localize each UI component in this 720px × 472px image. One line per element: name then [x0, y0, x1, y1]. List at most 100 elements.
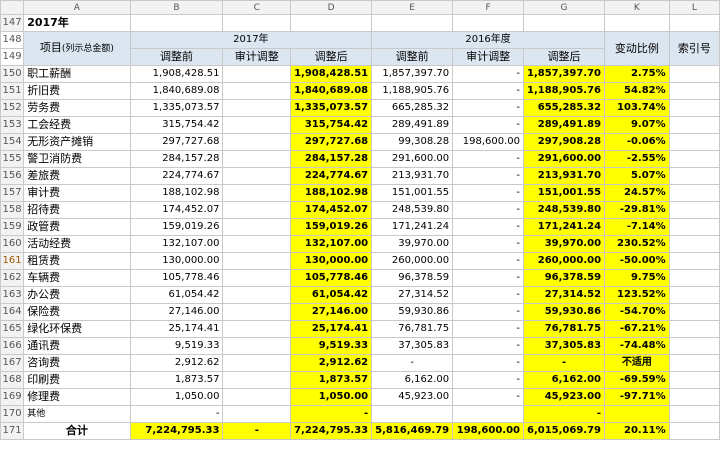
item-name-cell[interactable]: 审计费 — [23, 184, 131, 202]
value-cell[interactable]: - — [452, 184, 524, 202]
value-cell[interactable]: 123.52% — [604, 286, 670, 304]
value-cell[interactable]: 1,188,905.76 — [522, 82, 606, 100]
index-cell[interactable] — [668, 65, 720, 83]
value-cell[interactable]: 27,314.52 — [522, 286, 606, 304]
value-cell[interactable]: 37,305.83 — [371, 337, 454, 355]
value-cell[interactable]: - — [452, 286, 524, 304]
index-cell[interactable] — [668, 286, 720, 304]
value-cell[interactable]: 45,923.00 — [522, 388, 606, 406]
row-number[interactable]: 147 — [0, 14, 25, 32]
index-cell[interactable] — [668, 388, 720, 406]
index-cell[interactable] — [668, 133, 720, 151]
value-cell[interactable]: 1,050.00 — [129, 388, 224, 406]
value-cell[interactable]: 1,873.57 — [129, 371, 224, 389]
total-cell[interactable]: 7,224,795.33 — [290, 422, 373, 440]
value-cell[interactable] — [222, 252, 292, 270]
sheet-title-cell[interactable]: 2017年 — [23, 14, 131, 32]
index-cell[interactable] — [668, 116, 720, 134]
value-cell[interactable]: 289,491.89 — [371, 116, 454, 134]
value-cell[interactable]: 5.07% — [604, 167, 670, 185]
value-cell[interactable] — [222, 184, 292, 202]
value-cell[interactable]: - — [452, 201, 524, 219]
value-cell[interactable]: 174,452.07 — [290, 201, 373, 219]
value-cell[interactable]: 297,727.68 — [290, 133, 373, 151]
row-number[interactable]: 150 — [0, 65, 25, 83]
value-cell[interactable]: 105,778.46 — [129, 269, 224, 287]
index-cell[interactable] — [668, 303, 720, 321]
row-number[interactable]: 157 — [0, 184, 25, 202]
change-ratio-header[interactable]: 变动比例 — [604, 31, 670, 66]
value-cell[interactable]: - — [452, 65, 524, 83]
total-cell[interactable]: 7,224,795.33 — [129, 422, 224, 440]
column-header-a[interactable]: A — [23, 0, 131, 15]
value-cell[interactable] — [222, 99, 292, 117]
item-name-cell[interactable]: 活动经费 — [23, 235, 131, 253]
value-cell[interactable]: 59,930.86 — [522, 303, 606, 321]
value-cell[interactable] — [222, 235, 292, 253]
value-cell[interactable]: - — [290, 405, 373, 423]
value-cell[interactable]: 27,314.52 — [371, 286, 454, 304]
item-name-cell[interactable]: 警卫消防费 — [23, 150, 131, 168]
row-number[interactable]: 167 — [0, 354, 25, 372]
item-name-cell[interactable]: 其他 — [23, 405, 131, 423]
row-number[interactable]: 156 — [0, 167, 25, 185]
value-cell[interactable]: 103.74% — [604, 99, 670, 117]
value-cell[interactable]: 1,335,073.57 — [290, 99, 373, 117]
value-cell[interactable] — [222, 65, 292, 83]
row-number[interactable]: 155 — [0, 150, 25, 168]
row-number[interactable]: 153 — [0, 116, 25, 134]
group-2016-header[interactable]: 2016年度 — [371, 31, 606, 49]
value-cell[interactable]: - — [452, 99, 524, 117]
value-cell[interactable]: - — [452, 371, 524, 389]
value-cell[interactable]: - — [522, 354, 606, 372]
item-name-cell[interactable]: 绿化环保费 — [23, 320, 131, 338]
value-cell[interactable]: 260,000.00 — [371, 252, 454, 270]
value-cell[interactable]: 188,102.98 — [290, 184, 373, 202]
value-cell[interactable]: 151,001.55 — [371, 184, 454, 202]
item-header-cell[interactable]: 项目(列示总金额) — [23, 31, 131, 66]
column-header-f[interactable]: F — [452, 0, 524, 15]
sub-header-cell[interactable]: 审计调整 — [452, 48, 524, 66]
value-cell[interactable]: 289,491.89 — [522, 116, 606, 134]
item-name-cell[interactable]: 招待费 — [23, 201, 131, 219]
value-cell[interactable]: 291,600.00 — [522, 150, 606, 168]
group-2017-header[interactable]: 2017年 — [129, 31, 373, 49]
value-cell[interactable]: 76,781.75 — [522, 320, 606, 338]
value-cell[interactable]: 1,335,073.57 — [129, 99, 224, 117]
index-no-header[interactable]: 索引号 — [668, 31, 720, 66]
value-cell[interactable] — [222, 116, 292, 134]
value-cell[interactable]: 25,174.41 — [290, 320, 373, 338]
sub-header-cell[interactable]: 调整后 — [522, 48, 606, 66]
value-cell[interactable]: 132,107.00 — [129, 235, 224, 253]
value-cell[interactable]: - — [452, 388, 524, 406]
value-cell[interactable] — [371, 405, 454, 423]
value-cell[interactable] — [222, 405, 292, 423]
total-cell[interactable]: 198,600.00 — [452, 422, 524, 440]
index-cell[interactable] — [668, 82, 720, 100]
value-cell[interactable] — [222, 133, 292, 151]
value-cell[interactable]: - — [129, 405, 224, 423]
cell[interactable] — [371, 14, 454, 32]
item-name-cell[interactable]: 通讯费 — [23, 337, 131, 355]
value-cell[interactable] — [222, 82, 292, 100]
item-name-cell[interactable]: 政管费 — [23, 218, 131, 236]
row-number[interactable]: 163 — [0, 286, 25, 304]
value-cell[interactable]: 130,000.00 — [129, 252, 224, 270]
value-cell[interactable]: 297,727.68 — [129, 133, 224, 151]
value-cell[interactable]: 1,873.57 — [290, 371, 373, 389]
value-cell[interactable]: 2,912.62 — [129, 354, 224, 372]
index-cell[interactable] — [668, 201, 720, 219]
item-name-cell[interactable]: 折旧费 — [23, 82, 131, 100]
column-header-c[interactable]: C — [222, 0, 292, 15]
sub-header-cell[interactable]: 调整后 — [290, 48, 373, 66]
value-cell[interactable]: 291,600.00 — [371, 150, 454, 168]
index-cell[interactable] — [668, 167, 720, 185]
value-cell[interactable]: - — [522, 405, 606, 423]
value-cell[interactable]: - — [452, 218, 524, 236]
row-number[interactable]: 169 — [0, 388, 25, 406]
value-cell[interactable]: 2.75% — [604, 65, 670, 83]
value-cell[interactable]: - — [452, 337, 524, 355]
total-cell[interactable]: 6,015,069.79 — [522, 422, 606, 440]
sub-header-cell[interactable]: 调整前 — [129, 48, 224, 66]
value-cell[interactable]: 1,857,397.70 — [371, 65, 454, 83]
